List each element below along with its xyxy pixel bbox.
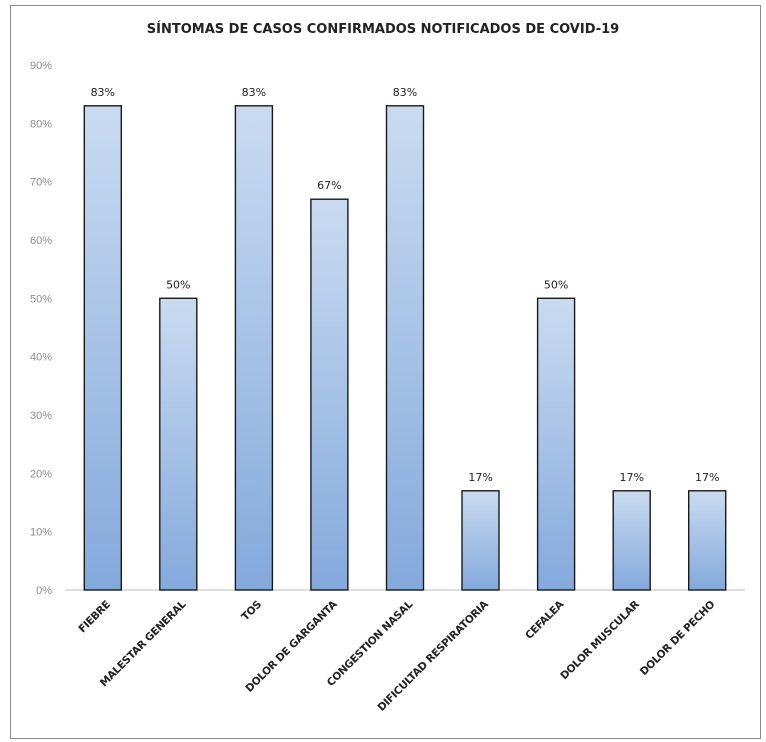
bar-cefalea: [536, 297, 576, 591]
bar-tos: [234, 105, 274, 591]
x-tick-label: MALESTAR GENERAL: [98, 598, 189, 689]
data-label: 50%: [544, 278, 568, 291]
data-label: 17%: [695, 471, 719, 484]
data-label: 17%: [619, 471, 643, 484]
data-labels: 83% 50% 83% 67% 83% 17% 50% 17% 17%: [91, 86, 720, 484]
bar-fiebre: [83, 105, 123, 591]
x-tick-label: FIEBRE: [76, 599, 113, 636]
x-tick-label: CEFALEA: [523, 598, 567, 642]
bar-dolor-de-pecho: [688, 490, 727, 591]
y-tick-label: 20%: [30, 468, 52, 480]
chart-title: SÍNTOMAS DE CASOS CONFIRMADOS NOTIFICADO…: [146, 22, 620, 37]
data-label: 17%: [468, 471, 492, 484]
data-label: 83%: [242, 86, 266, 99]
data-label: 67%: [317, 179, 341, 192]
x-tick-label: TOS: [239, 599, 264, 624]
y-tick-label: 50%: [30, 293, 52, 305]
data-label: 83%: [91, 86, 115, 99]
data-label: 50%: [166, 278, 190, 291]
y-tick-label: 60%: [30, 235, 52, 247]
bar-dificultad-respiratoria: [461, 490, 500, 591]
bar-dolor-de-garganta: [310, 198, 349, 591]
y-tick-label: 10%: [30, 527, 52, 539]
bars: [83, 105, 727, 591]
bar-malestar-general: [159, 297, 198, 591]
y-tick-label: 0%: [36, 585, 52, 597]
x-tick-label: DOLOR MUSCULAR: [558, 598, 642, 682]
y-tick-label: 80%: [30, 118, 52, 130]
bar-dolor-muscular: [612, 490, 651, 591]
x-tick-label: CONGESTION NASAL: [325, 598, 416, 689]
y-tick-label: 40%: [30, 352, 52, 364]
bar-congestion-nasal: [385, 105, 425, 591]
y-tick-label: 30%: [30, 410, 52, 422]
x-tick-label: DOLOR DE PECHO: [638, 598, 718, 678]
y-tick-label: 70%: [30, 177, 52, 189]
chart-frame: [10, 5, 761, 739]
y-tick-label: 90%: [30, 60, 52, 72]
data-label: 83%: [393, 86, 417, 99]
